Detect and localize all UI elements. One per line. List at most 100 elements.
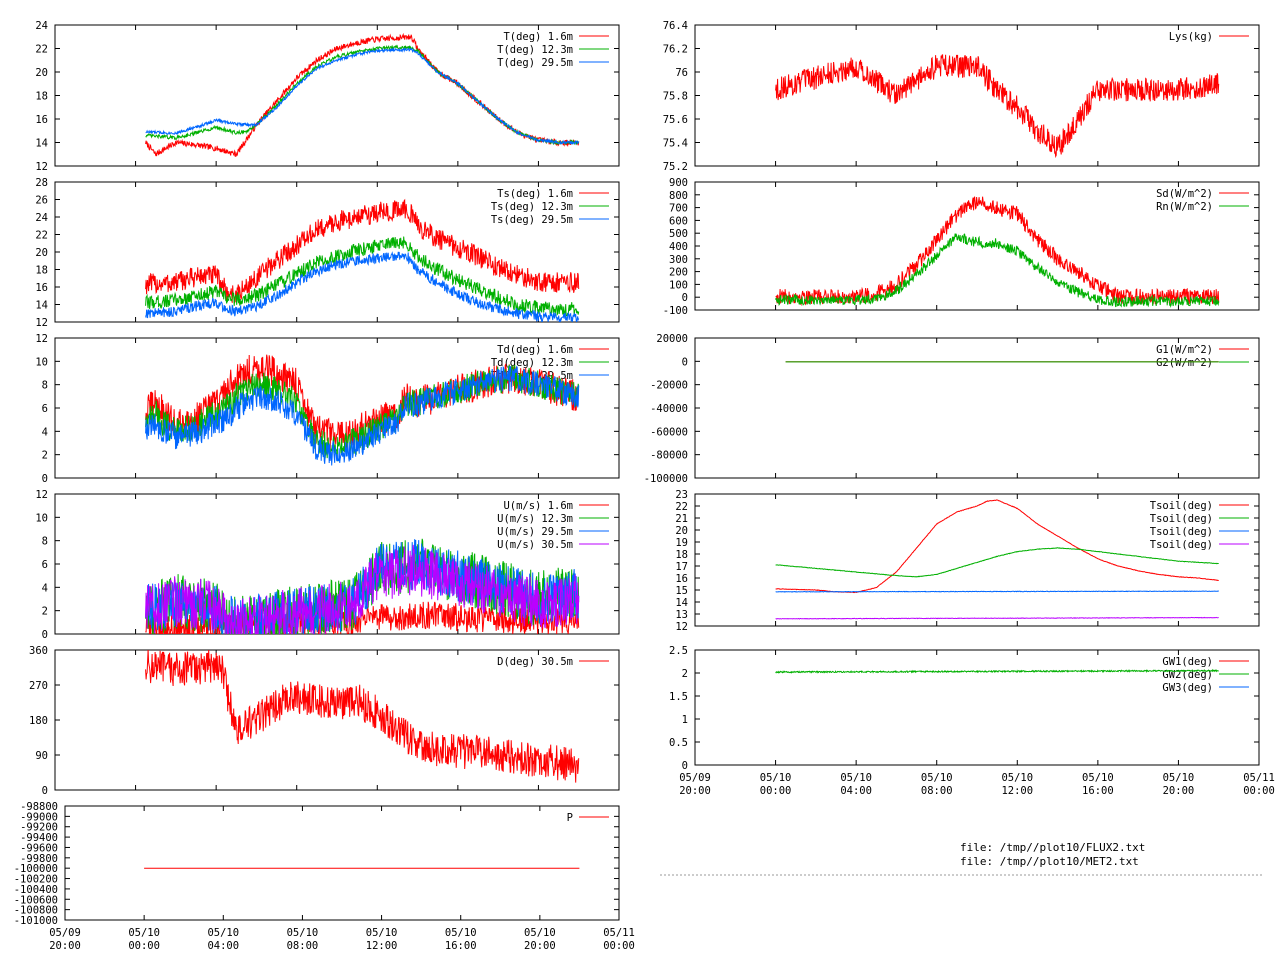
x-tick-time: 20:00 — [49, 940, 81, 952]
y-tick-label: 23 — [675, 489, 688, 501]
y-tick-label: 12 — [35, 489, 48, 501]
file-label-met: file: /tmp//plot10/MET2.txt — [960, 855, 1139, 868]
y-tick-label: -100800 — [14, 905, 58, 917]
y-tick-label: 22 — [35, 44, 48, 56]
x-tick-time: 04:00 — [840, 785, 872, 797]
x-tick-date: 05/10 — [1001, 772, 1033, 784]
legend-label: Tsoil(deg) — [1150, 513, 1213, 525]
x-tick-date: 05/10 — [840, 772, 872, 784]
y-tick-label: 6 — [42, 559, 48, 571]
y-tick-label: 12 — [675, 621, 688, 633]
y-tick-label: 1 — [682, 714, 688, 726]
plot-frame — [694, 493, 1260, 627]
y-tick-label: 16 — [675, 573, 688, 585]
series-line-t-2 — [145, 46, 580, 146]
x-tick-time: 00:00 — [603, 940, 635, 952]
y-tick-label: 14 — [35, 138, 48, 150]
y-tick-label: 12 — [35, 333, 48, 345]
y-tick-label: -100200 — [14, 874, 58, 886]
y-tick-label: -98800 — [20, 801, 58, 813]
legend-label: GW3(deg) — [1162, 682, 1213, 694]
legend-label: Td(deg) 1.6m — [497, 344, 573, 356]
y-tick-label: 8 — [42, 536, 48, 548]
legend-label: Tsoil(deg) — [1150, 500, 1213, 512]
y-tick-label: 75.4 — [663, 138, 688, 150]
series-line-ts-2 — [145, 251, 580, 322]
y-tick-label: 26 — [35, 195, 48, 207]
y-tick-label: 200 — [669, 267, 688, 279]
legend-label: Tsoil(deg) — [1150, 539, 1213, 551]
y-tick-label: 18 — [675, 549, 688, 561]
legend-label: T(deg) 12.3m — [497, 44, 573, 56]
y-tick-label: 2 — [42, 606, 48, 618]
y-tick-label: -99200 — [20, 822, 58, 834]
x-tick-time: 08:00 — [921, 785, 953, 797]
y-tick-label: 75.2 — [663, 161, 688, 173]
legend-label: U(m/s) 1.6m — [503, 500, 573, 512]
legend-label: Sd(W/m^2) — [1156, 188, 1213, 200]
legend-label: T(deg) 29.5m — [497, 57, 573, 69]
y-tick-label: 76.2 — [663, 44, 688, 56]
x-tick-date: 05/10 — [1082, 772, 1114, 784]
series-line-tsoil-3 — [775, 616, 1219, 620]
y-tick-label: 20 — [35, 247, 48, 259]
plot-u: 0 2 4 6 8 10 12 U(m/s) 1.6mU(m/s) 12.3mU(m/s) 2… — [35, 489, 620, 641]
y-tick-label: 20 — [35, 67, 48, 79]
y-tick-label: 16 — [35, 114, 48, 126]
y-tick-label: 12 — [35, 161, 48, 173]
y-tick-label: 20 — [675, 525, 688, 537]
legend-label: Rn(W/m^2) — [1156, 201, 1213, 213]
x-tick-date: 05/10 — [287, 927, 319, 939]
y-tick-label: 0 — [42, 473, 48, 485]
y-tick-label: 13 — [675, 609, 688, 621]
legend-label: T(deg) 1.6m — [503, 31, 573, 43]
y-tick-label: 600 — [669, 215, 688, 227]
plot-gw: 00.511.522.505/0920:0005/1000:0005/1004:… — [669, 645, 1275, 797]
y-tick-label: 18 — [35, 91, 48, 103]
y-tick-label: 400 — [669, 241, 688, 253]
legend-label: D(deg) 30.5m — [497, 656, 573, 668]
series-line-u-3 — [145, 544, 580, 634]
y-tick-label: -60000 — [650, 426, 688, 438]
y-tick-label: 100 — [669, 279, 688, 291]
x-tick-time: 16:00 — [1082, 785, 1114, 797]
legend-label: U(m/s) 29.5m — [497, 526, 573, 538]
series-line-lys-0 — [775, 54, 1220, 159]
x-tick-date: 05/10 — [445, 927, 477, 939]
y-tick-label: -99000 — [20, 811, 58, 823]
file-label-flux: file: /tmp//plot10/FLUX2.txt — [960, 841, 1145, 854]
y-tick-label: 75.6 — [663, 114, 688, 126]
x-tick-time: 00:00 — [128, 940, 160, 952]
x-tick-time: 08:00 — [287, 940, 319, 952]
y-tick-label: -100400 — [14, 884, 58, 896]
x-tick-time: 12:00 — [1001, 785, 1033, 797]
x-tick-date: 05/10 — [128, 927, 160, 939]
legend-label: U(m/s) 12.3m — [497, 513, 573, 525]
series-line-ts-1 — [145, 236, 580, 317]
y-tick-label: 6 — [42, 403, 48, 415]
y-tick-label: 0 — [42, 785, 48, 797]
plot-g: -100000 -80000 -60000 -40000 -20000 0 20000 G1(… — [644, 333, 1260, 485]
y-tick-label: 500 — [669, 228, 688, 240]
x-tick-time: 00:00 — [1243, 785, 1275, 797]
y-tick-label: 270 — [29, 680, 48, 692]
y-tick-label: 20000 — [656, 333, 688, 345]
x-tick-date: 05/10 — [207, 927, 239, 939]
series-line-td-1 — [145, 364, 580, 462]
series-line-td-2 — [145, 365, 580, 466]
y-tick-label: 19 — [675, 537, 688, 549]
x-tick-date: 05/10 — [366, 927, 398, 939]
y-tick-label: 4 — [42, 426, 48, 438]
plot-lys: 75.2 75.4 75.6 75.8 76 76.2 76.4 Lys(kg) — [663, 20, 1260, 173]
plot-d: 0 90 180 270 360 D(deg) 30.5m — [29, 645, 620, 797]
y-tick-label: 18 — [35, 265, 48, 277]
x-tick-date: 05/11 — [603, 927, 635, 939]
legend-label: Lys(kg) — [1169, 31, 1213, 43]
x-tick-time: 04:00 — [207, 940, 239, 952]
y-tick-label: 0 — [682, 760, 688, 772]
series-line-rad-1 — [775, 233, 1220, 308]
y-tick-label: 700 — [669, 203, 688, 215]
y-tick-label: -100 — [663, 305, 688, 317]
y-tick-label: 22 — [675, 501, 688, 513]
